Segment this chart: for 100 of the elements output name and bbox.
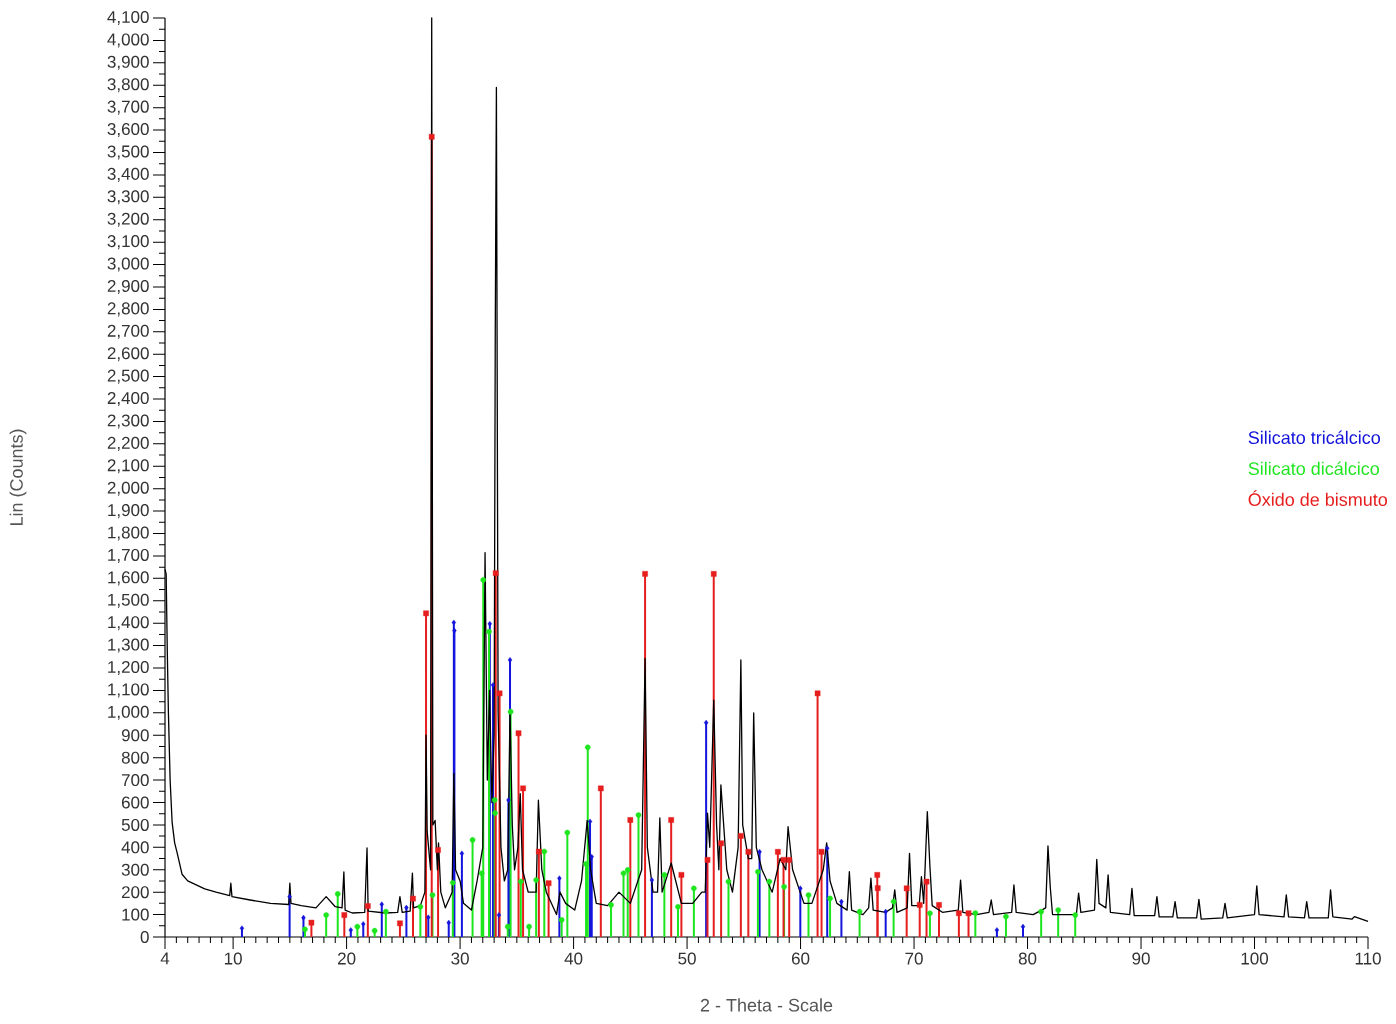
point [1020,923,1026,930]
y-tick-label: 2,900 [107,279,149,294]
y-tick-label: 600 [121,796,149,809]
point [410,895,416,902]
y-tick-label: 900 [121,729,149,742]
x-tick-label: 60 [791,952,810,965]
y-axis-title: Lin (Counts) [9,429,27,526]
point [426,914,431,921]
point [365,903,371,909]
x-tick-label: 70 [905,952,923,965]
y-tick-label: 1,300 [108,638,149,653]
point [480,577,487,583]
point [965,910,972,917]
point [492,570,499,576]
point [450,879,456,886]
point [1038,908,1044,915]
point [642,571,648,577]
point [798,885,803,892]
x-tick-label: 4 [160,952,170,965]
point [675,903,681,910]
point [883,908,888,915]
y-tick-label: 3,400 [107,167,149,182]
y-tick-label: 1,800 [108,526,149,541]
point [755,868,761,875]
y-tick-label: 3,900 [107,55,149,70]
point [341,912,348,918]
point [956,910,962,917]
point [459,850,465,857]
y-tick-label: 500 [121,818,149,831]
x-tick-label: 90 [1132,952,1150,965]
point [780,857,787,863]
point [354,923,361,930]
point [725,878,732,885]
y-tick-label: 700 [121,774,149,787]
point [491,797,498,803]
point [691,885,697,892]
point [526,923,532,930]
point [487,621,492,627]
y-tick-label: 1,100 [108,683,149,698]
x-tick-label: 110 [1355,952,1381,965]
point [533,877,539,883]
point [589,853,594,860]
point [936,902,942,908]
point [1003,913,1009,920]
y-tick-label: 3,100 [107,235,149,250]
y-tick-label: 3,800 [107,78,149,93]
point [239,925,245,932]
point [536,848,542,855]
point [825,845,830,852]
y-tick-label: 200 [121,886,149,899]
y-tick-label: 3,500 [107,145,149,160]
y-tick-label: 3,300 [107,190,149,205]
point [429,892,436,898]
y-tick-label: 4,000 [107,33,149,48]
point [972,910,979,916]
x-tick-label: 10 [224,952,242,965]
point [397,920,403,927]
y-tick-label: 1,400 [108,616,149,631]
point [518,878,524,885]
point [856,908,863,915]
y-tick-label: 4,100 [107,10,149,26]
point [1055,907,1061,913]
point [506,797,511,803]
text: Óxido de bismuto [1248,490,1388,507]
point [564,829,571,836]
y-tick-label: 2,400 [107,392,149,407]
point [334,891,341,897]
x-axis-title: 2 - Theta - Scale [700,998,833,1012]
point [661,872,668,878]
point [757,849,762,855]
point [515,730,522,737]
point [428,133,435,140]
point [452,627,457,634]
point [745,849,752,855]
point [718,840,724,847]
y-tick-label: 3,000 [107,257,149,272]
point [598,785,604,792]
y-tick-label: 2,000 [107,481,149,496]
point [371,927,378,934]
point [404,904,409,911]
point [635,812,642,818]
y-tick-label: 2,200 [107,436,149,451]
point [678,872,685,878]
point [874,885,881,891]
y-tick-label: 2,500 [107,369,149,384]
point [541,848,548,855]
point [839,898,844,905]
point [704,857,711,863]
y-tick-label: 800 [121,751,149,764]
point [379,901,384,908]
point [287,893,292,900]
point [507,657,513,663]
point [504,923,511,930]
point [492,810,498,816]
y-tick-label: 2,300 [107,414,149,429]
point [703,719,709,726]
point [583,861,589,867]
x-tick-label: 30 [451,952,469,965]
point [916,902,923,908]
y-tick-label: 1,600 [108,571,149,586]
